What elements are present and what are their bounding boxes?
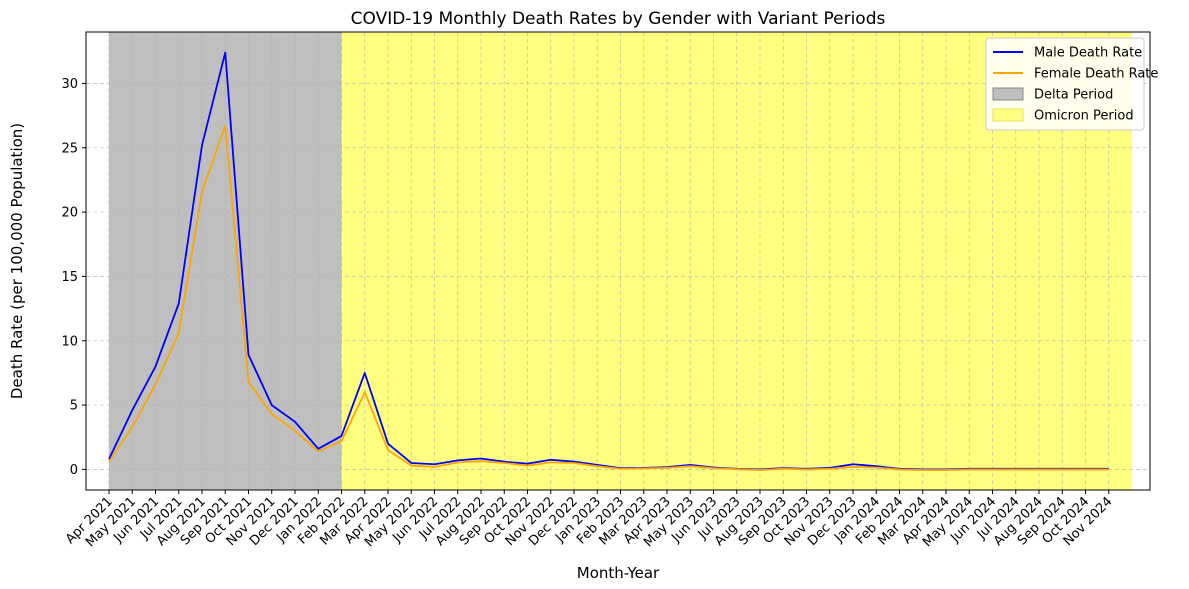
- plot-area-frame: [85, 31, 1151, 491]
- span-0: [109, 32, 342, 490]
- series-lines: [108, 51, 1109, 471]
- legend-swatch: [992, 87, 1024, 101]
- legend-swatch: [992, 108, 1024, 122]
- legend-label: Omicron Period: [1034, 109, 1134, 124]
- legend-label: Female Death Rate: [1034, 67, 1158, 82]
- y-tick-label: 20: [61, 206, 78, 221]
- y-axis-label: Death Rate (per 100,000 Population): [8, 123, 26, 399]
- y-tick-label: 30: [61, 77, 78, 92]
- chart-title: COVID-19 Monthly Death Rates by Gender w…: [351, 9, 886, 29]
- grid-lines: [86, 32, 1150, 490]
- series-line-1: [108, 125, 1109, 471]
- legend: Male Death Rate Female Death Rate Delta Pe…: [985, 37, 1158, 131]
- legend-label: Delta Period: [1034, 88, 1113, 103]
- y-tick-label: 15: [61, 270, 78, 285]
- y-axis: 0 5 10 15 20 25 30: [61, 77, 86, 478]
- y-tick-label: 10: [61, 334, 78, 349]
- variant-period-spans: [109, 32, 1132, 490]
- y-tick-label: 0: [70, 463, 78, 478]
- legend-box: [985, 37, 1145, 131]
- x-axis-label: Month-Year: [577, 564, 660, 582]
- legend-label: Male Death Rate: [1034, 46, 1142, 61]
- y-tick-label: 25: [61, 141, 78, 156]
- y-tick-label: 5: [70, 399, 78, 414]
